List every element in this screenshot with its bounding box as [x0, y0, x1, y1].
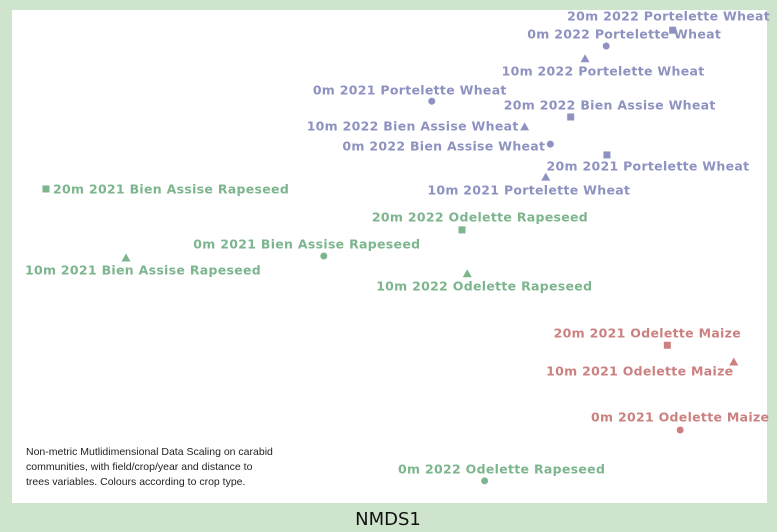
point — [567, 113, 575, 121]
point-label: 20m 2021 Bien Assise Rapeseed — [53, 181, 289, 196]
caption-line: Non-metric Mutlidimensional Data Scaling… — [26, 446, 273, 458]
point-label: 10m 2021 Bien Assise Rapeseed — [25, 262, 261, 277]
point-label: 20m 2022 Bien Assise Wheat — [504, 97, 716, 112]
point — [42, 185, 50, 193]
point — [121, 253, 131, 262]
point-label: 0m 2022 Bien Assise Wheat — [342, 139, 545, 154]
point-label: 10m 2021 Odelette Maize — [546, 364, 733, 379]
x-axis-label: NMDS1 — [355, 509, 421, 530]
point-label: 10m 2021 Portelette Wheat — [427, 183, 630, 198]
point — [676, 426, 684, 434]
caption-line: trees variables. Colours according to cr… — [26, 476, 245, 488]
point-label: 0m 2021 Portelette Wheat — [313, 83, 507, 98]
plot-area — [12, 10, 767, 503]
point-label: 10m 2022 Portelette Wheat — [502, 63, 705, 78]
point — [541, 172, 551, 181]
point — [428, 97, 436, 105]
point-label: 20m 2022 Odelette Rapeseed — [372, 209, 588, 224]
point — [458, 226, 466, 234]
point-label: 20m 2021 Portelette Wheat — [546, 158, 749, 173]
caption-box — [22, 440, 324, 496]
point-label: 0m 2021 Odelette Maize — [591, 410, 769, 425]
point — [603, 151, 611, 159]
point — [663, 341, 671, 349]
point-label: 0m 2022 Portelette Wheat — [527, 26, 721, 41]
point-label: 10m 2022 Bien Assise Wheat — [307, 118, 519, 133]
point-label: 0m 2022 Odelette Rapeseed — [398, 461, 605, 476]
point-label: 20m 2021 Odelette Maize — [554, 326, 741, 341]
point — [481, 477, 489, 485]
caption-line: communities, with field/crop/year and di… — [26, 461, 253, 473]
point — [669, 26, 677, 34]
point-label: 0m 2021 Bien Assise Rapeseed — [193, 237, 420, 252]
point — [580, 54, 590, 63]
point-label: 20m 2022 Portelette Wheat — [567, 9, 770, 24]
point — [546, 140, 554, 148]
point — [602, 42, 610, 50]
point — [462, 269, 472, 278]
point — [320, 252, 328, 260]
point-label: 10m 2022 Odelette Rapeseed — [376, 278, 592, 293]
point — [520, 122, 530, 131]
point — [729, 357, 739, 366]
